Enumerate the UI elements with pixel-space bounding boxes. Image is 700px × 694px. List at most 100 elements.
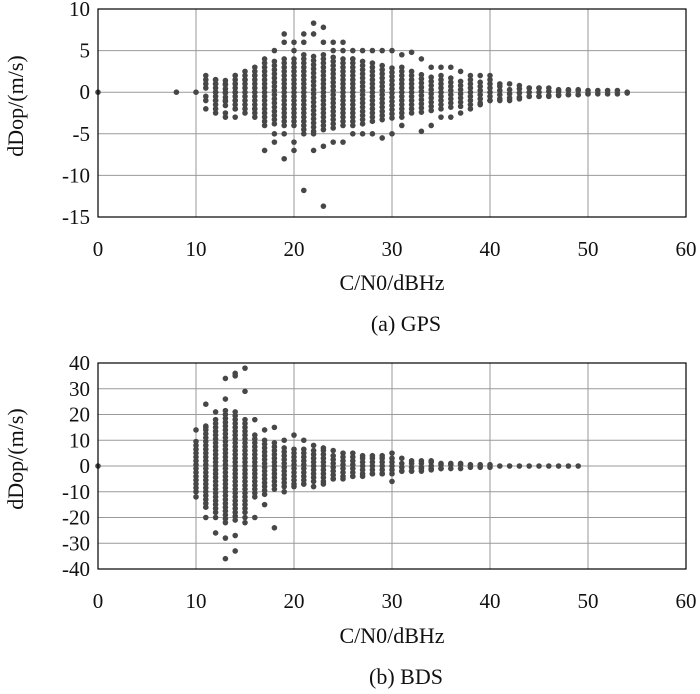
data-point bbox=[193, 442, 199, 449]
data-point bbox=[301, 93, 307, 100]
data-point bbox=[536, 93, 542, 100]
data-point bbox=[379, 66, 386, 73]
data-point bbox=[281, 60, 288, 66]
data-point bbox=[320, 60, 327, 66]
data-point bbox=[212, 451, 219, 458]
data-point bbox=[291, 473, 297, 480]
x-tick-label: 30 bbox=[382, 237, 403, 261]
data-point bbox=[330, 476, 337, 482]
data-point bbox=[418, 101, 425, 107]
data-point bbox=[340, 465, 346, 472]
data-point bbox=[203, 514, 209, 521]
data-point bbox=[408, 93, 415, 100]
data-point bbox=[330, 456, 337, 463]
data-point bbox=[369, 470, 376, 477]
data-point bbox=[271, 87, 278, 94]
data-point bbox=[252, 114, 258, 120]
data-point bbox=[438, 76, 444, 83]
data-point bbox=[310, 53, 317, 60]
data-point bbox=[310, 455, 317, 462]
caption-bds: (b) BDS bbox=[369, 664, 443, 689]
data-point bbox=[340, 122, 346, 129]
data-point bbox=[261, 76, 268, 83]
data-point bbox=[301, 89, 307, 95]
points-bds bbox=[95, 365, 581, 562]
data-point bbox=[261, 452, 268, 459]
data-point bbox=[359, 66, 366, 73]
data-point bbox=[232, 467, 238, 473]
y-tick-label: -10 bbox=[62, 163, 90, 187]
data-point bbox=[271, 482, 278, 489]
x-axis-title-gps: C/N0/dBHz bbox=[339, 270, 444, 295]
data-point bbox=[271, 478, 278, 485]
data-point bbox=[222, 515, 229, 522]
data-point bbox=[232, 459, 238, 465]
data-point bbox=[369, 47, 376, 54]
data-point bbox=[222, 89, 229, 95]
data-point bbox=[546, 93, 552, 100]
data-point bbox=[340, 469, 346, 476]
data-point bbox=[428, 86, 435, 93]
data-point bbox=[203, 85, 209, 91]
data-point bbox=[379, 79, 386, 86]
data-point bbox=[291, 85, 297, 91]
data-point bbox=[320, 143, 327, 150]
data-point bbox=[232, 101, 238, 108]
data-point bbox=[389, 450, 395, 456]
data-point bbox=[399, 51, 405, 58]
data-point bbox=[389, 98, 395, 105]
data-point bbox=[320, 51, 327, 58]
data-point bbox=[575, 91, 581, 98]
data-point bbox=[203, 76, 209, 83]
data-point bbox=[252, 463, 258, 469]
data-point bbox=[212, 85, 219, 91]
data-point bbox=[281, 68, 288, 75]
data-point bbox=[408, 49, 415, 56]
data-point bbox=[418, 92, 425, 99]
data-point bbox=[340, 93, 346, 100]
data-point bbox=[310, 78, 317, 85]
data-point bbox=[389, 463, 395, 469]
data-point bbox=[330, 125, 337, 131]
data-point bbox=[252, 440, 258, 446]
data-point bbox=[359, 473, 366, 480]
data-point bbox=[408, 458, 415, 464]
data-point bbox=[408, 468, 415, 474]
x-tick-label: 60 bbox=[676, 237, 697, 261]
data-point bbox=[261, 89, 268, 95]
data-point bbox=[252, 514, 258, 521]
data-point bbox=[330, 104, 337, 110]
data-point bbox=[222, 427, 229, 433]
data-point bbox=[193, 481, 199, 487]
data-point bbox=[320, 72, 327, 79]
data-point bbox=[350, 68, 356, 75]
y-tick-label: 10 bbox=[69, 428, 90, 452]
data-point bbox=[252, 443, 258, 450]
data-point bbox=[418, 465, 425, 472]
data-point bbox=[232, 114, 238, 120]
data-point bbox=[222, 97, 229, 104]
data-point bbox=[212, 447, 219, 454]
data-point bbox=[242, 110, 248, 116]
data-point bbox=[291, 122, 297, 129]
data-point bbox=[212, 101, 219, 108]
data-point bbox=[271, 451, 278, 458]
data-point bbox=[193, 477, 199, 483]
data-point bbox=[222, 419, 229, 426]
data-point bbox=[291, 139, 297, 145]
data-point bbox=[320, 467, 327, 473]
data-point bbox=[193, 494, 199, 500]
data-point bbox=[222, 431, 229, 437]
data-point bbox=[389, 478, 395, 485]
data-point bbox=[232, 409, 238, 415]
data-point bbox=[252, 110, 258, 116]
data-point bbox=[222, 508, 229, 514]
data-point bbox=[252, 76, 258, 83]
data-point bbox=[281, 85, 288, 91]
data-point bbox=[359, 62, 366, 69]
data-point bbox=[271, 467, 278, 473]
data-point bbox=[212, 409, 219, 415]
data-point bbox=[408, 72, 415, 79]
data-point bbox=[350, 89, 356, 95]
